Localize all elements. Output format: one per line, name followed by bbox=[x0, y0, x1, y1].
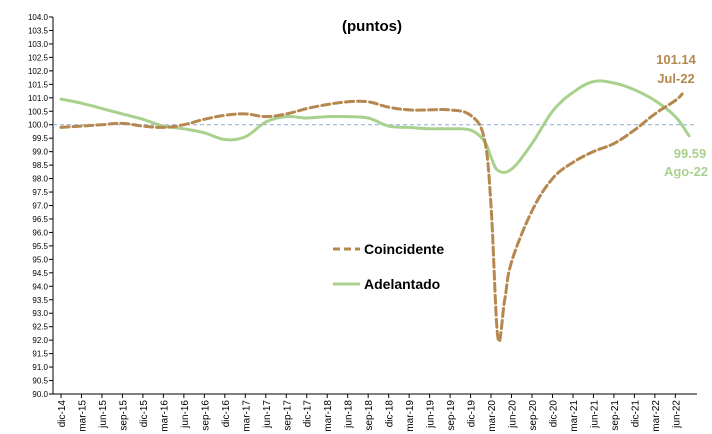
x-tick-label: dic-14 bbox=[57, 400, 68, 428]
x-tick-label: sep-17 bbox=[282, 400, 293, 431]
y-tick-label: 99.0 bbox=[32, 148, 48, 157]
x-tick-label: dic-20 bbox=[548, 400, 559, 428]
x-tick-label: mar-22 bbox=[651, 400, 662, 432]
annotation-coincidente-value: 101.14 bbox=[656, 52, 697, 67]
x-tick-label: dic-18 bbox=[385, 400, 396, 428]
annotations: 101.14 Jul-22 99.59 Ago-22 bbox=[656, 52, 708, 179]
y-tick-label: 97.5 bbox=[32, 188, 48, 197]
chart-title: (puntos) bbox=[342, 18, 402, 35]
y-tick-label: 102.5 bbox=[28, 53, 49, 62]
y-axis: 90.0 90.5 91.0 91.5 92.0 92.5 93.0 93.5 94.0 94.5… bbox=[28, 13, 54, 399]
y-tick-label: 98.0 bbox=[32, 175, 48, 184]
y-tick-label: 100.0 bbox=[28, 121, 49, 130]
x-tick-label: jun-17 bbox=[262, 400, 273, 429]
x-tick-label: dic-19 bbox=[467, 400, 478, 428]
y-tick-label: 99.5 bbox=[32, 134, 48, 143]
y-tick-label: 96.5 bbox=[32, 215, 48, 224]
y-tick-label: 92.5 bbox=[32, 323, 48, 332]
y-tick-label: 101.0 bbox=[28, 94, 49, 103]
series-group bbox=[59, 79, 691, 343]
legend-adelantado-label: Adelantado bbox=[364, 276, 440, 292]
y-tick-label: 94.0 bbox=[32, 282, 48, 291]
legend-coincidente-label: Coincidente bbox=[364, 241, 444, 257]
series-line-coincidente bbox=[59, 92, 684, 343]
x-tick-label: jun-22 bbox=[671, 400, 682, 429]
y-tick-label: 103.0 bbox=[28, 40, 49, 49]
x-tick-label: sep-19 bbox=[446, 400, 457, 431]
y-tick-label: 94.5 bbox=[32, 269, 48, 278]
x-tick-label: dic-21 bbox=[630, 400, 641, 428]
y-tick-label: 91.5 bbox=[32, 350, 48, 359]
x-tick-label: mar-19 bbox=[405, 400, 416, 432]
x-tick-label: mar-21 bbox=[569, 400, 580, 432]
x-tick-label: dic-17 bbox=[303, 400, 314, 428]
x-tick-label: sep-18 bbox=[364, 400, 375, 431]
x-tick-label: sep-20 bbox=[528, 400, 539, 431]
x-tick-label: jun-18 bbox=[344, 400, 355, 429]
x-tick-label: dic-15 bbox=[139, 400, 150, 428]
x-tick-label: dic-16 bbox=[221, 400, 232, 428]
y-tick-label: 92.0 bbox=[32, 336, 48, 345]
x-tick-label: sep-21 bbox=[610, 400, 621, 431]
x-tick-label: jun-20 bbox=[508, 400, 519, 429]
x-tick-label: jun-21 bbox=[589, 400, 600, 429]
y-tick-label: 101.5 bbox=[28, 80, 49, 89]
x-tick-label: jun-16 bbox=[180, 400, 191, 429]
y-tick-label: 95.5 bbox=[32, 242, 48, 251]
y-tick-label: 91.0 bbox=[32, 363, 48, 372]
y-tick-label: 98.5 bbox=[32, 161, 48, 170]
x-tick-label: sep-15 bbox=[118, 400, 129, 431]
legend: Coincidente Adelantado bbox=[333, 241, 444, 292]
y-tick-label: 102.0 bbox=[28, 67, 49, 76]
x-tick-label: jun-15 bbox=[98, 400, 109, 429]
y-tick-label: 96.0 bbox=[32, 228, 48, 237]
x-tick-label: jun-19 bbox=[426, 400, 437, 429]
y-tick-label: 95.0 bbox=[32, 255, 48, 264]
y-tick-label: 100.5 bbox=[28, 107, 49, 116]
annotation-adelantado-date: Ago-22 bbox=[664, 164, 708, 179]
y-tick-label: 93.5 bbox=[32, 296, 48, 305]
annotation-coincidente-date: Jul-22 bbox=[657, 71, 695, 86]
x-tick-label: mar-18 bbox=[323, 400, 334, 432]
y-tick-label: 90.0 bbox=[32, 390, 48, 399]
y-tick-label: 104.0 bbox=[28, 13, 49, 22]
y-tick-label: 93.0 bbox=[32, 309, 48, 318]
x-tick-label: mar-15 bbox=[77, 400, 88, 432]
y-tick-label: 90.5 bbox=[32, 377, 48, 386]
x-tick-label: sep-16 bbox=[200, 400, 211, 431]
y-tick-label: 103.5 bbox=[28, 26, 49, 35]
y-tick-label: 97.0 bbox=[32, 202, 48, 211]
x-axis: dic-14 mar-15 jun-15 sep-15 dic-15 mar-16 jun-… bbox=[53, 393, 697, 432]
annotation-adelantado-value: 99.59 bbox=[674, 146, 707, 161]
x-tick-label: mar-16 bbox=[159, 400, 170, 432]
x-tick-label: mar-17 bbox=[241, 400, 252, 432]
x-tick-label: mar-20 bbox=[487, 400, 498, 432]
